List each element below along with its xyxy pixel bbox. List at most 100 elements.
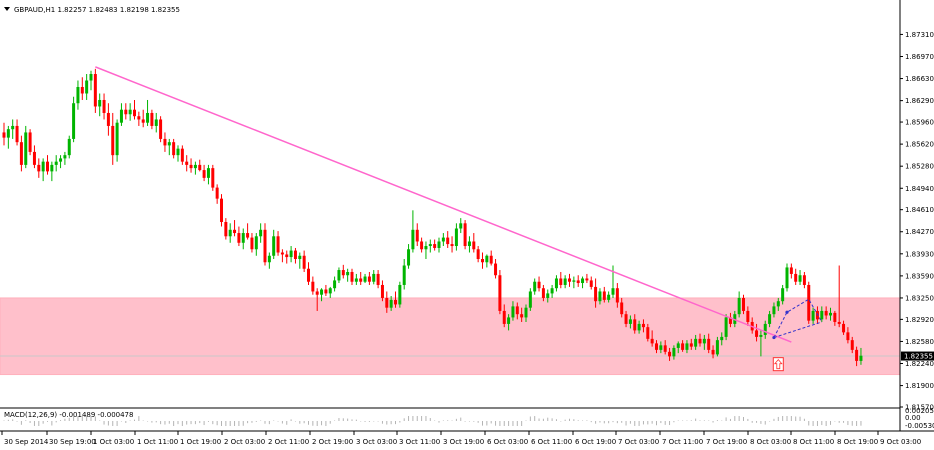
candle-body (293, 250, 297, 260)
candle-body (842, 323, 846, 333)
candle-body (411, 229, 415, 250)
candle-body (433, 244, 437, 248)
candle-body (611, 288, 615, 295)
forecast-point (785, 310, 789, 314)
candle-body (333, 280, 337, 289)
candle-body (146, 112, 150, 123)
forecast-return-line (773, 321, 822, 339)
candle-body (768, 314, 772, 324)
candle-body (376, 273, 380, 285)
time-axis[interactable]: 30 Sep 2014 30 Sep 19:001 Oct 03:00 1 Oct … (1, 431, 921, 446)
macd-tick-label: 0.00 (905, 414, 921, 422)
descending-trendline[interactable] (95, 66, 792, 343)
candle-body (428, 244, 432, 247)
candle-body (276, 236, 280, 253)
candle-body (154, 119, 158, 126)
time-tick-label: 2 Oct 11:00 (268, 438, 309, 446)
price-tick-label: 1.86630 (905, 75, 934, 83)
candle-body (298, 255, 302, 260)
time-tick-label: 1 Oct 19:00 (180, 438, 221, 446)
candle-body (829, 312, 832, 316)
candle-body (720, 336, 724, 341)
candle-body (372, 273, 376, 282)
candle-body (650, 338, 654, 344)
candle-body (663, 345, 667, 352)
candle-body (441, 237, 445, 242)
current-price-badge (901, 351, 934, 361)
candle-body (285, 254, 289, 258)
candle-body (494, 263, 498, 276)
price-tick-label: 1.85280 (905, 163, 934, 171)
price-tick-label: 1.85960 (905, 119, 934, 127)
dropdown-triangle-icon[interactable] (4, 7, 10, 11)
candle-body (46, 161, 49, 172)
candle-body (420, 241, 424, 250)
candle-body (698, 338, 702, 344)
candle-body (628, 319, 632, 324)
candle-body (446, 237, 450, 245)
candle-body (850, 340, 854, 350)
candle-body (307, 268, 310, 282)
candle-body (324, 289, 328, 294)
candle-body (67, 138, 71, 156)
price-tick-label: 1.85620 (905, 141, 934, 149)
candle-body (115, 122, 119, 156)
candle-body (359, 278, 363, 282)
candle-body (259, 229, 263, 237)
candle-body (568, 278, 571, 282)
candle-body (776, 301, 780, 307)
candle-body (341, 270, 345, 276)
candle-body (32, 151, 36, 165)
candle-body (206, 168, 210, 178)
candle-body (755, 330, 759, 337)
price-tick-label: 1.82920 (905, 316, 934, 324)
time-tick-label: 2 Oct 03:00 (224, 438, 265, 446)
resistance-zone[interactable] (0, 297, 901, 376)
candle-body (224, 222, 228, 237)
candle-body (98, 99, 102, 107)
candle-body (367, 276, 371, 282)
candle-body (189, 164, 193, 169)
candle-body (450, 244, 454, 247)
candle-body (398, 284, 402, 305)
candle-body (15, 125, 19, 143)
price-tick-label: 1.83930 (905, 250, 934, 258)
up-arrow-icon (773, 359, 783, 370)
candle-body (533, 281, 537, 292)
candle-body (728, 317, 732, 324)
candle-body (785, 267, 789, 289)
price-tick-label: 1.84270 (905, 228, 934, 236)
candle-body (237, 233, 241, 243)
time-tick-label: 7 Oct 11:00 (662, 438, 703, 446)
forecast-point (772, 335, 776, 340)
candle-body (159, 119, 163, 139)
candle-body (524, 307, 528, 318)
candle-body (198, 164, 202, 171)
candle-body (707, 338, 711, 350)
candle-body (385, 297, 389, 308)
time-tick-label: 3 Oct 11:00 (399, 438, 440, 446)
candle-body (502, 310, 506, 324)
buy-arrow-icon[interactable] (772, 357, 784, 372)
forecast-path[interactable] (773, 298, 823, 338)
candle-body (763, 323, 767, 335)
candle-body (824, 310, 828, 316)
candle-body (833, 312, 837, 322)
candle-body (350, 271, 354, 282)
candle-body (620, 302, 624, 315)
candle-body (563, 278, 567, 285)
candle-body (415, 229, 419, 242)
candle-body (572, 280, 576, 282)
arrow-box (772, 357, 784, 372)
candle-body (150, 112, 154, 126)
candle-body (228, 229, 232, 237)
candle-body (211, 168, 215, 188)
candle-body (80, 86, 84, 94)
price-axis[interactable]: 1.87310 1.86970 1.86630 1.86290 1.85960 1.856… (900, 31, 934, 412)
candle-body (137, 116, 141, 120)
candle-body (180, 148, 184, 162)
candle-body (659, 345, 663, 350)
